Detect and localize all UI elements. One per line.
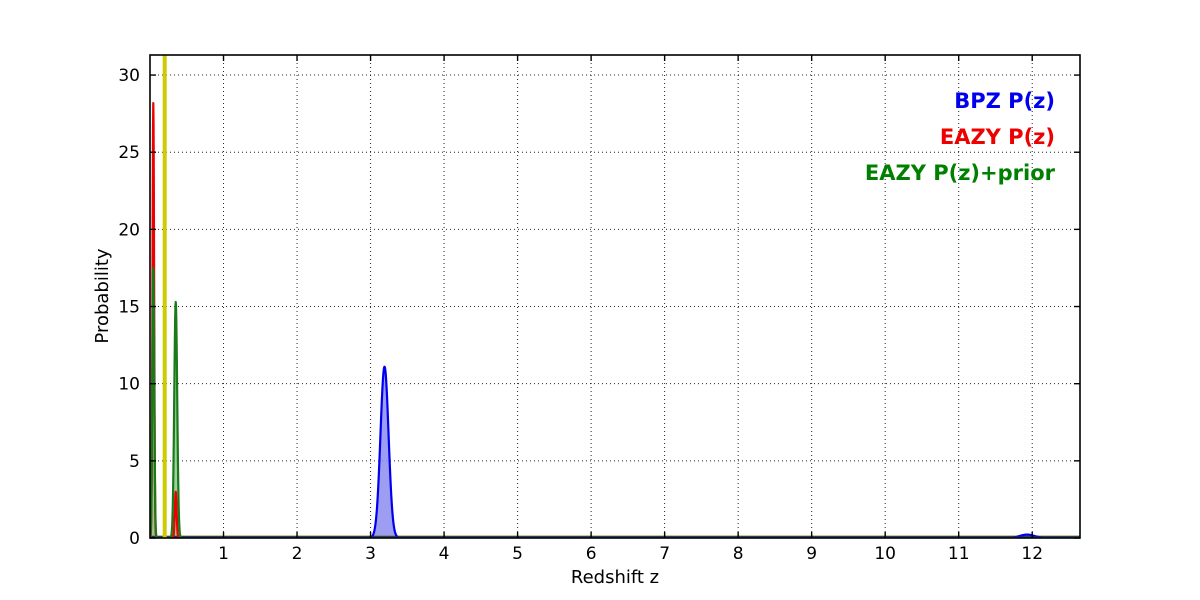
x-gridlines: [223, 55, 1033, 538]
x-tick-label: 11: [948, 544, 970, 564]
y-tick-label: 30: [118, 66, 140, 86]
legend-entry-1: EAZY P(z): [940, 125, 1055, 149]
y-axis-title: Probability: [92, 248, 113, 343]
x-tick-label: 6: [586, 544, 597, 564]
y-tick-label: 20: [118, 220, 140, 240]
y-tick-label: 15: [118, 298, 140, 318]
legend-entry-0: BPZ P(z): [954, 89, 1055, 113]
y-axis-ticks: 0 5 10 15 20 25 30: [118, 66, 1080, 549]
x-tick-label: 2: [292, 544, 303, 564]
y-tick-label: 0: [129, 529, 140, 549]
axes-frame: [149, 54, 1081, 539]
x-tick-label: 10: [874, 544, 896, 564]
x-tick-label: 9: [806, 544, 817, 564]
x-axis-ticks: 1 2 3 4 5 6 7 8 9 10 11 12: [218, 55, 1043, 564]
plot-background: [150, 55, 1080, 538]
x-tick-label: 5: [512, 544, 523, 564]
x-axis-title: Redshift z: [571, 567, 659, 588]
y-tick-label: 25: [118, 143, 140, 163]
x-tick-label: 3: [365, 544, 376, 564]
x-tick-label: 7: [659, 544, 670, 564]
x-tick-label: 12: [1021, 544, 1043, 564]
x-tick-label: 1: [218, 544, 229, 564]
legend-entry-2: EAZY P(z)+prior: [865, 161, 1056, 185]
chart-legend: BPZ P(z) EAZY P(z) EAZY P(z)+prior: [865, 89, 1056, 185]
y-gridlines: [150, 74, 1080, 462]
x-tick-label: 4: [439, 544, 450, 564]
x-tick-label: 8: [733, 544, 744, 564]
y-tick-label: 10: [118, 375, 140, 395]
y-tick-label: 5: [129, 452, 140, 472]
